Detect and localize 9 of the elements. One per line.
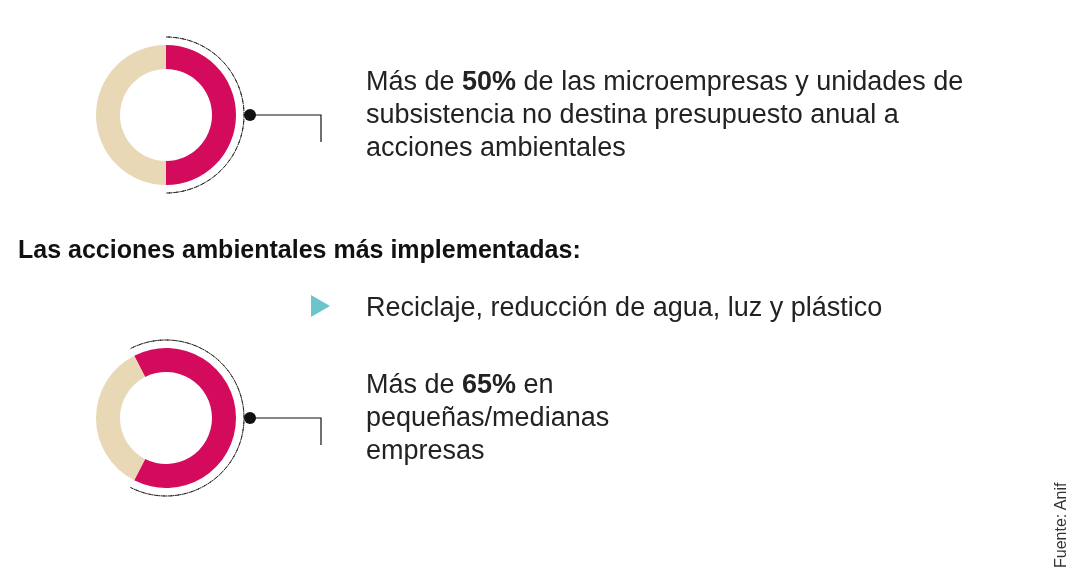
text: Más de 65% en pequeñas/medianas empresas (366, 369, 610, 465)
source-note: Fuente: Anif (1052, 482, 1069, 567)
donut-slice (96, 45, 166, 185)
donut-slice (134, 348, 236, 488)
text: Las acciones ambientales más implementadas: (18, 235, 581, 263)
text: Reciclaje, reducción de agua, luz y plástico (366, 292, 883, 322)
donut-slice (166, 45, 236, 185)
text: Más de 50% de las microempresas y unidades de subsistencia no destina presupuesto anual a acciones ambientales (366, 66, 964, 162)
donut-slice (96, 355, 146, 481)
